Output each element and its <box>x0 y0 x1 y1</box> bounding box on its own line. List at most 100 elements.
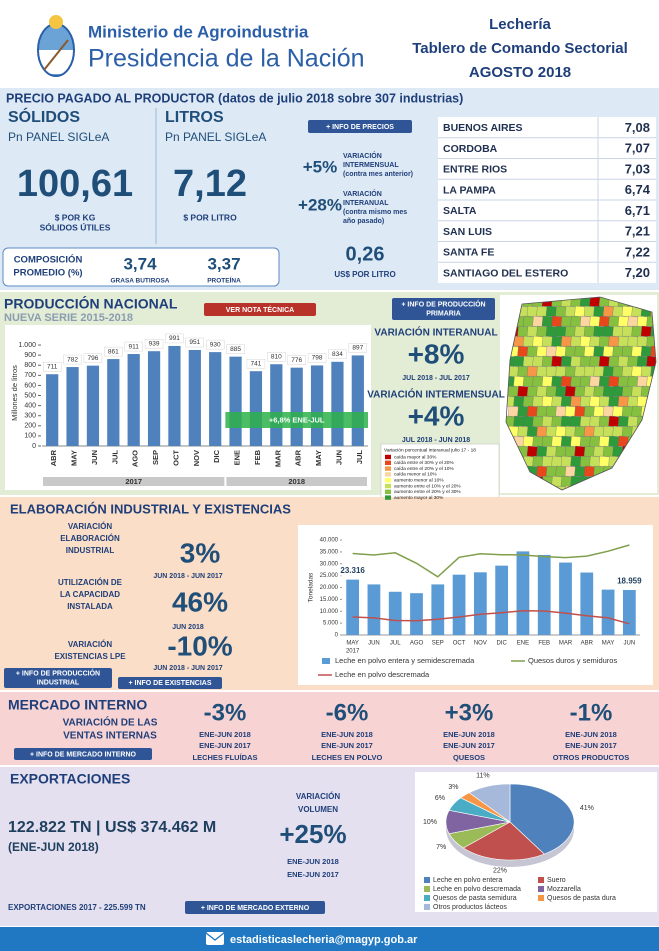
dashboard-title: Tablero de Comando Sectorial <box>412 40 628 57</box>
value-label-bg <box>328 349 347 360</box>
map-region <box>526 325 539 338</box>
section-title: EXPORTACIONES <box>10 771 130 787</box>
x-tick-label: MAY <box>70 450 79 466</box>
map-region <box>536 465 548 478</box>
value-label: 10% <box>423 819 437 826</box>
map-region <box>555 305 567 318</box>
map-region <box>583 385 596 398</box>
map-region <box>532 455 544 468</box>
map-region <box>560 335 573 348</box>
map-region <box>621 305 634 318</box>
y-axis-label: Toneladas <box>308 572 315 602</box>
bar <box>495 565 509 635</box>
map-region <box>640 345 653 358</box>
map-region <box>579 315 592 328</box>
item-period: ENE-JUN 2017 <box>199 741 251 750</box>
map-region <box>564 425 577 438</box>
map-region <box>551 375 563 388</box>
x-tick-label: JUL <box>110 450 119 465</box>
variation-label: VARIACIÓN INTERMENSUAL <box>367 388 505 401</box>
x-year-label: 2017 <box>346 649 360 655</box>
y-tick-label: 900 <box>24 352 36 359</box>
map-region <box>602 325 615 338</box>
x-tick-label: JUL <box>390 641 401 647</box>
legend-label: Otros productos lácteos <box>433 904 507 911</box>
map-region <box>621 425 634 438</box>
legend-swatch <box>424 877 430 883</box>
variation-value: +4% <box>408 400 465 431</box>
map-region <box>574 305 586 318</box>
map-region <box>570 355 582 368</box>
map-region <box>532 395 544 408</box>
bar <box>601 589 615 635</box>
province-price: 7,22 <box>625 244 650 259</box>
x-tick-label: MAY <box>314 450 323 466</box>
map-region <box>574 365 586 378</box>
province-name: ENTRE RIOS <box>443 164 507 176</box>
map-region <box>551 315 563 328</box>
y-tick-label: 5.000 <box>323 621 339 627</box>
export-total: EXPORTACIONES 2017 - 225.599 TN <box>8 903 146 912</box>
province-name: SANTIAGO DEL ESTERO <box>443 267 568 279</box>
button <box>14 748 152 760</box>
x-tick-label: ENE <box>517 641 529 647</box>
map-region <box>636 335 649 348</box>
legend-label: aumento entre el 10% y el 20% <box>394 483 461 489</box>
value-label-bg <box>144 339 164 349</box>
map-region <box>627 415 639 428</box>
map-region <box>598 335 611 348</box>
value-label-bg <box>226 344 245 354</box>
value-label-bg <box>42 362 62 372</box>
variation-value: +5% <box>303 157 338 176</box>
bar <box>452 574 466 635</box>
item-period: JUN 2018 - JUN 2017 <box>153 573 222 580</box>
header-bg <box>0 0 659 88</box>
map-region <box>579 455 592 468</box>
map-region <box>602 305 615 318</box>
map-region <box>551 435 563 448</box>
item-period: JUN 2018 - JUN 2017 <box>153 665 222 672</box>
province-price: 7,08 <box>625 120 650 135</box>
item-label: LA CAPACIDAD <box>60 590 120 599</box>
x-tick-label: MAY <box>346 641 359 647</box>
map-region <box>608 415 620 428</box>
map-region <box>617 395 630 408</box>
button-label: + INFO DE PRECIOS <box>326 124 394 131</box>
legend-swatch <box>385 478 391 483</box>
map-region <box>570 395 582 408</box>
map-region <box>526 425 539 438</box>
item-period: ENE-JUN 2017 <box>443 741 495 750</box>
map-region <box>522 435 535 448</box>
map-region <box>532 435 544 448</box>
map-region <box>517 385 529 398</box>
map-region <box>522 335 535 348</box>
map-region <box>570 315 582 328</box>
legend-label: Quesos de pasta dura <box>547 895 616 902</box>
price-unit: $ POR LITRO <box>183 212 237 222</box>
button-label: + INFO DE EXISTENCIAS <box>128 680 211 687</box>
map-region <box>522 375 535 388</box>
map-region <box>564 345 577 358</box>
map-region <box>551 455 563 468</box>
map-region <box>583 405 596 418</box>
map-region <box>650 345 656 358</box>
value-label: 18.959 <box>617 577 642 586</box>
map-region <box>593 345 605 358</box>
composicion-item: PROTEÍNA <box>207 276 241 285</box>
legend-swatch <box>538 886 544 892</box>
x-tick-label: FEB <box>253 449 262 465</box>
map-region <box>507 385 520 398</box>
map-region <box>583 345 596 358</box>
map-region <box>560 315 573 328</box>
map-region <box>526 445 539 458</box>
map-region <box>532 415 544 428</box>
button <box>204 303 316 316</box>
y-tick-label: 0 <box>335 633 339 639</box>
map-region <box>517 405 529 418</box>
map-region <box>602 385 615 398</box>
value-label: 3% <box>448 784 458 791</box>
map-region <box>631 325 643 338</box>
value-label-bg <box>246 358 266 369</box>
item-period: ENE-JUN 2018 <box>443 730 495 739</box>
